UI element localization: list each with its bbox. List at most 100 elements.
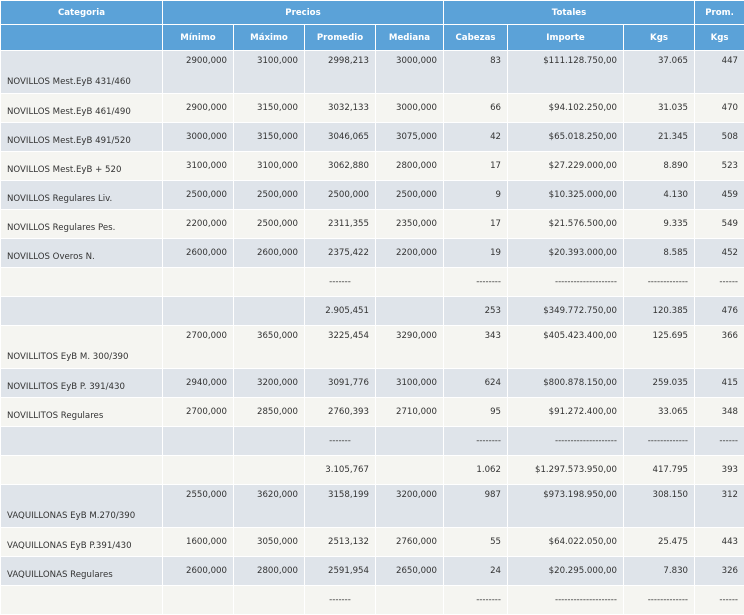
cell-prom-kgs: 348 bbox=[695, 398, 744, 427]
cell-mediana: 3200,000 bbox=[376, 485, 444, 528]
cell-mediana bbox=[376, 456, 444, 485]
cell-kgs: 4.130 bbox=[624, 181, 695, 210]
cell-kgs: ------------- bbox=[624, 427, 695, 456]
cell-promedio: 3225,454 bbox=[305, 326, 376, 369]
cell-minimo: 2200,000 bbox=[163, 210, 234, 239]
cell-maximo bbox=[234, 427, 305, 456]
cell-prom-kgs: 459 bbox=[695, 181, 744, 210]
cell-importe: $111.128.750,00 bbox=[508, 51, 624, 94]
cell-minimo: 2600,000 bbox=[163, 239, 234, 268]
cell-categoria: NOVILLOS Overos N. bbox=[1, 239, 163, 268]
cell-categoria: NOVILLOS Regulares Pes. bbox=[1, 210, 163, 239]
cell-promedio: 2500,000 bbox=[305, 181, 376, 210]
cell-prom-kgs: 549 bbox=[695, 210, 744, 239]
header-prom: Prom. bbox=[695, 1, 744, 25]
cell-categoria: NOVILLITOS Regulares bbox=[1, 398, 163, 427]
cell-importe: $27.229.000,00 bbox=[508, 152, 624, 181]
cell-maximo: 3100,000 bbox=[234, 51, 305, 94]
header-minimo: Mínimo bbox=[163, 25, 234, 51]
cell-promedio: 2998,213 bbox=[305, 51, 376, 94]
cell-prom-kgs: 508 bbox=[695, 123, 744, 152]
cell-mediana: 2200,000 bbox=[376, 239, 444, 268]
header-promedio: Promedio bbox=[305, 25, 376, 51]
cell-minimo: 2940,000 bbox=[163, 369, 234, 398]
cell-cabezas: 24 bbox=[444, 557, 508, 586]
cell-cabezas: 55 bbox=[444, 528, 508, 557]
cell-importe: $64.022.050,00 bbox=[508, 528, 624, 557]
cell-categoria bbox=[1, 427, 163, 456]
cell-prom-kgs: 470 bbox=[695, 94, 744, 123]
cell-kgs: ------------- bbox=[624, 268, 695, 297]
cell-prom-kgs: ------ bbox=[695, 268, 744, 297]
cell-kgs: 37.065 bbox=[624, 51, 695, 94]
header-kgs: Kgs bbox=[624, 25, 695, 51]
cell-maximo: 3200,000 bbox=[234, 369, 305, 398]
cell-promedio: 3158,199 bbox=[305, 485, 376, 528]
cell-maximo: 3150,000 bbox=[234, 123, 305, 152]
cell-cabezas: 66 bbox=[444, 94, 508, 123]
cell-cabezas: -------- bbox=[444, 586, 508, 615]
cell-importe: -------------------- bbox=[508, 427, 624, 456]
header-precios: Precios bbox=[163, 1, 444, 25]
cell-kgs: 31.035 bbox=[624, 94, 695, 123]
cell-maximo: 3150,000 bbox=[234, 94, 305, 123]
cell-importe: $91.272.400,00 bbox=[508, 398, 624, 427]
cell-categoria: NOVILLOS Mest.EyB 461/490 bbox=[1, 94, 163, 123]
cell-prom-kgs: 447 bbox=[695, 51, 744, 94]
cell-promedio: 2375,422 bbox=[305, 239, 376, 268]
cell-promedio: 2.905,451 bbox=[305, 297, 376, 326]
cell-maximo: 3650,000 bbox=[234, 326, 305, 369]
cell-minimo: 2600,000 bbox=[163, 557, 234, 586]
cell-kgs: 8.890 bbox=[624, 152, 695, 181]
header-row-groups: Categoria Precios Totales Prom. bbox=[1, 1, 744, 25]
cell-mediana: 2350,000 bbox=[376, 210, 444, 239]
cell-kgs: 33.065 bbox=[624, 398, 695, 427]
cell-cabezas: 253 bbox=[444, 297, 508, 326]
header-maximo: Máximo bbox=[234, 25, 305, 51]
cell-kgs: ------------- bbox=[624, 586, 695, 615]
cell-promedio: 2513,132 bbox=[305, 528, 376, 557]
cell-kgs: 25.475 bbox=[624, 528, 695, 557]
cell-minimo bbox=[163, 586, 234, 615]
header-categoria: Categoria bbox=[1, 1, 163, 25]
cell-cabezas: 343 bbox=[444, 326, 508, 369]
cell-cabezas: 9 bbox=[444, 181, 508, 210]
cell-categoria bbox=[1, 456, 163, 485]
cell-importe: $349.772.750,00 bbox=[508, 297, 624, 326]
cell-importe: $405.423.400,00 bbox=[508, 326, 624, 369]
cell-maximo: 3620,000 bbox=[234, 485, 305, 528]
cell-promedio: ------- bbox=[305, 586, 376, 615]
cell-importe: $10.325.000,00 bbox=[508, 181, 624, 210]
cell-categoria: VAQUILLONAS EyB M.270/390 bbox=[1, 485, 163, 528]
cell-mediana: 3000,000 bbox=[376, 51, 444, 94]
cell-categoria: NOVILLOS Mest.EyB + 520 bbox=[1, 152, 163, 181]
header-importe: Importe bbox=[508, 25, 624, 51]
cell-mediana bbox=[376, 427, 444, 456]
cell-importe: $1.297.573.950,00 bbox=[508, 456, 624, 485]
cell-prom-kgs: ------ bbox=[695, 427, 744, 456]
header-totales: Totales bbox=[444, 1, 695, 25]
cell-prom-kgs: ------ bbox=[695, 586, 744, 615]
cell-mediana: 3000,000 bbox=[376, 94, 444, 123]
cell-minimo: 2550,000 bbox=[163, 485, 234, 528]
cell-promedio: 2591,954 bbox=[305, 557, 376, 586]
header-mediana: Mediana bbox=[376, 25, 444, 51]
cell-cabezas: 17 bbox=[444, 152, 508, 181]
cell-maximo bbox=[234, 268, 305, 297]
separator-row: ----------------------------------------… bbox=[1, 427, 744, 456]
cell-mediana bbox=[376, 268, 444, 297]
cell-minimo: 3000,000 bbox=[163, 123, 234, 152]
cell-prom-kgs: 443 bbox=[695, 528, 744, 557]
cell-cabezas: 1.062 bbox=[444, 456, 508, 485]
cell-categoria bbox=[1, 586, 163, 615]
cell-kgs: 308.150 bbox=[624, 485, 695, 528]
cell-mediana: 3075,000 bbox=[376, 123, 444, 152]
cell-prom-kgs: 312 bbox=[695, 485, 744, 528]
cell-maximo: 3100,000 bbox=[234, 152, 305, 181]
